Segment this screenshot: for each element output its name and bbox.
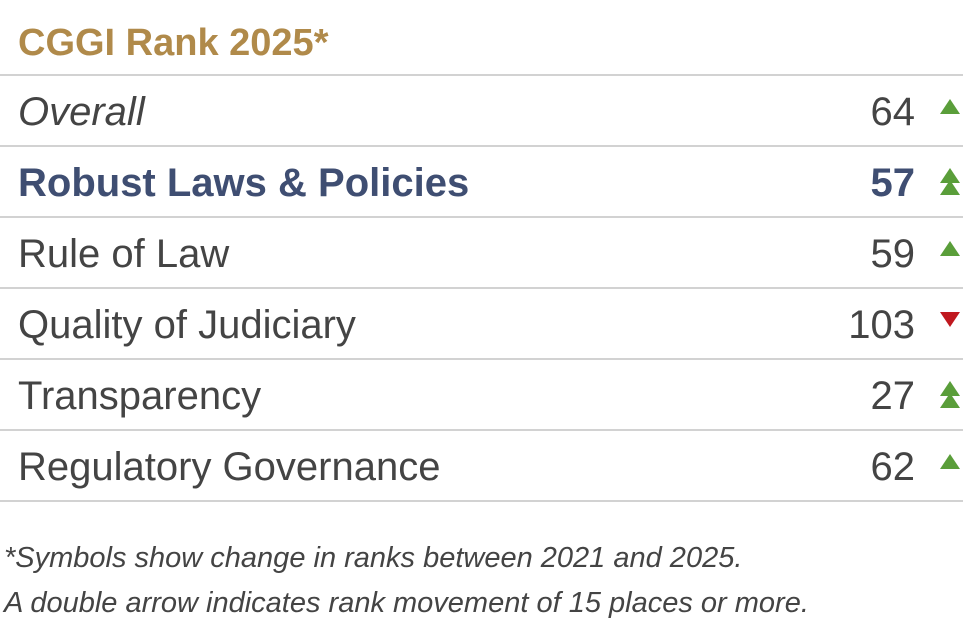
- row-label: Overall: [18, 90, 145, 134]
- table-row-transparency: Transparency 27: [0, 358, 963, 429]
- up-arrow-icon: [937, 218, 963, 287]
- up-arrow-icon: [937, 76, 963, 145]
- row-rank: 64: [870, 90, 916, 134]
- row-label: Rule of Law: [18, 232, 230, 276]
- row-rank: 57: [870, 161, 916, 205]
- table-row-overall: Overall 64: [0, 74, 963, 145]
- rank-table: Overall 64 Robust Laws & Policies 57 Rul…: [0, 74, 963, 502]
- row-rank: 103: [848, 303, 915, 347]
- footnote: *Symbols show change in ranks between 20…: [4, 536, 809, 626]
- page-title: CGGI Rank 2025*: [18, 22, 329, 64]
- table-row-robust-laws: Robust Laws & Policies 57: [0, 145, 963, 216]
- double-up-arrow-icon: [937, 147, 963, 216]
- row-rank: 62: [870, 445, 916, 489]
- row-label: Robust Laws & Policies: [18, 161, 470, 205]
- row-rank: 27: [870, 374, 916, 418]
- row-label: Quality of Judiciary: [18, 303, 356, 347]
- row-label: Regulatory Governance: [18, 445, 441, 489]
- double-up-arrow-icon: [937, 360, 963, 429]
- up-arrow-icon: [937, 431, 963, 500]
- row-label: Transparency: [18, 374, 262, 418]
- row-rank: 59: [870, 232, 916, 276]
- footnote-line-2: A double arrow indicates rank movement o…: [4, 587, 809, 619]
- table-row-rule-of-law: Rule of Law 59: [0, 216, 963, 287]
- table-row-regulatory-governance: Regulatory Governance 62: [0, 429, 963, 502]
- footnote-line-1: *Symbols show change in ranks between 20…: [4, 542, 743, 574]
- down-arrow-icon: [937, 289, 963, 358]
- table-row-quality-of-judiciary: Quality of Judiciary 103: [0, 287, 963, 358]
